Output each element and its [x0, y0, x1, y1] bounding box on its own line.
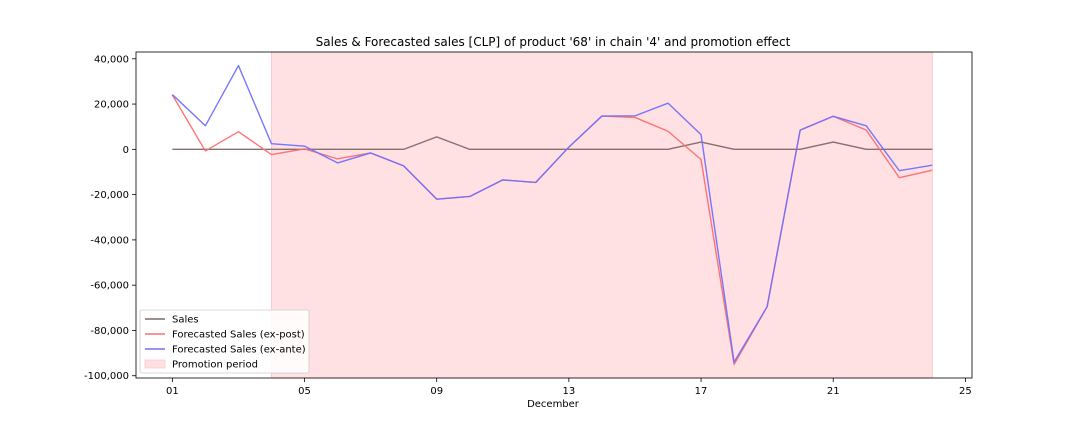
legend-label-2: Forecasted Sales (ex-post): [172, 330, 305, 341]
y-tick-label: 20,000: [94, 100, 129, 111]
x-tick-label: 01: [166, 386, 179, 397]
legend-label-1: Sales: [172, 315, 199, 326]
y-tick-label: 40,000: [94, 54, 129, 65]
y-tick-label: -40,000: [90, 235, 129, 246]
y-tick-label: -60,000: [90, 281, 129, 292]
plot-area: 01 05 09 13 17 21 25 40,000 20,000 0 -20,000 -40,00…: [84, 51, 973, 397]
x-tick-label: 09: [430, 386, 443, 397]
x-tick-label: 21: [827, 386, 840, 397]
series-line-3: [171, 64, 933, 363]
legend-label-3: Forecasted Sales (ex-ante): [172, 345, 306, 356]
x-tick-label: 25: [959, 386, 972, 397]
y-tick-label: 0: [123, 145, 129, 156]
x-tick-label: 13: [563, 386, 576, 397]
y-tick-label: -80,000: [90, 326, 129, 337]
legend-swatch-promotion: [144, 359, 166, 369]
promotion-period-span: [270, 51, 933, 379]
x-tick-label: 17: [695, 386, 708, 397]
legend-box: [139, 309, 310, 374]
y-tick-label: -100,000: [84, 371, 129, 382]
legend: Sales Forecasted Sales (ex-post) Forecaste…: [139, 309, 310, 374]
y-tick-label: -20,000: [90, 190, 129, 201]
x-axis-label: December: [527, 399, 580, 410]
chart-title: Sales & Forecasted sales [CLP] of produc…: [316, 35, 791, 49]
legend-label-promotion: Promotion period: [172, 360, 258, 371]
x-tick-label: 05: [298, 386, 311, 397]
plot-frame: [135, 51, 973, 379]
